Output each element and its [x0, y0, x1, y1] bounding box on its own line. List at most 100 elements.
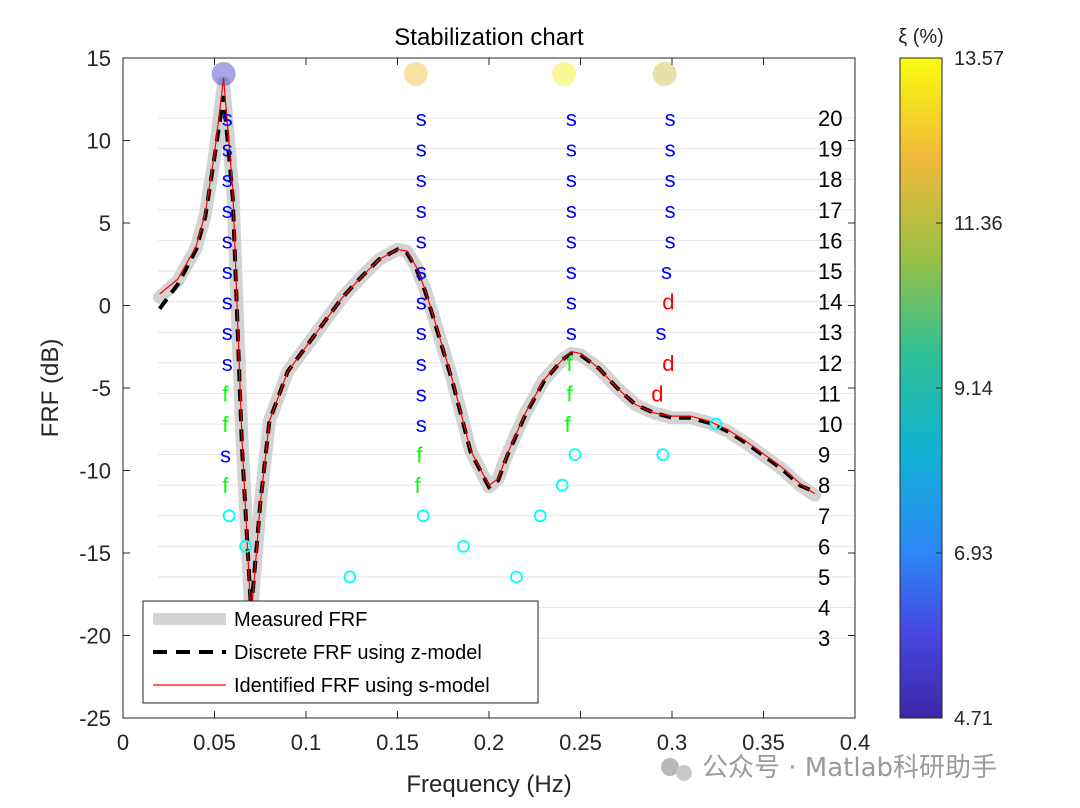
- stability-mark: s: [416, 412, 427, 437]
- unstable-pole-mark: [343, 570, 357, 584]
- y-tick-label: 0: [99, 294, 111, 319]
- stability-mark: d: [662, 290, 674, 315]
- mode-marker: [652, 62, 677, 86]
- x-tick-label: 0.2: [474, 730, 505, 755]
- unstable-pole-mark: [656, 448, 670, 462]
- y-axis-label: FRF (dB): [37, 339, 64, 438]
- colorbar-tick-label: 4.71: [954, 708, 993, 730]
- order-label: 11: [818, 381, 841, 406]
- x-axis: 0 0.05 0.1 0.15 0.2 0.25 0.3 0.35 0.4: [117, 58, 870, 755]
- stability-mark: s: [222, 228, 233, 253]
- legend-entry-z-model: Discrete FRF using z-model: [234, 642, 482, 664]
- order-label: 4: [818, 596, 830, 621]
- order-label: 10: [818, 412, 842, 437]
- stability-mark: s: [416, 228, 427, 253]
- stability-mark: s: [566, 320, 577, 345]
- unstable-pole-mark: [709, 417, 723, 431]
- stability-mark: f: [415, 473, 422, 498]
- order-label: 5: [818, 565, 830, 590]
- order-label: 17: [818, 198, 842, 223]
- order-label: 6: [818, 534, 830, 559]
- stability-mark: d: [662, 351, 674, 376]
- series-layer: [153, 76, 822, 626]
- legend-entry-s-model: Identified FRF using s-model: [234, 675, 490, 697]
- unstable-pole-mark: [456, 540, 470, 553]
- y-tick-label: 10: [87, 129, 111, 154]
- unstable-pole-mark: [510, 570, 523, 584]
- colorbar-tick-label: 6.93: [954, 543, 993, 565]
- stability-mark: s: [416, 198, 427, 223]
- x-tick-label: 0.4: [840, 730, 871, 755]
- y-tick-label: -20: [79, 624, 111, 649]
- legend-entry-measured: Measured FRF: [234, 609, 367, 631]
- y-tick-label: -10: [79, 459, 111, 484]
- stability-mark: s: [566, 228, 577, 253]
- colorbar-gradient: [899, 57, 943, 719]
- colorbar-ticks: 13.57 11.36 9.14 6.93 4.71: [936, 48, 1004, 730]
- colorbar-tick-label: 11.36: [954, 213, 1003, 235]
- y-tick-label: 15: [87, 46, 111, 71]
- watermark-text: 公众号 · Matlab科研助手: [702, 753, 997, 783]
- stability-mark: s: [416, 381, 427, 406]
- wechat-icon-bubble: [676, 765, 692, 781]
- stability-mark: s: [661, 259, 672, 284]
- order-label: 13: [818, 320, 842, 345]
- stability-mark: s: [222, 320, 233, 345]
- order-label: 9: [818, 443, 830, 468]
- mode-marker: [211, 62, 236, 86]
- stability-mark: s: [665, 106, 676, 131]
- colorbar-tick-label: 9.14: [954, 378, 993, 400]
- x-tick-label: 0.35: [742, 730, 785, 755]
- stability-mark: s: [566, 290, 577, 315]
- stability-mark: s: [665, 198, 676, 223]
- series-line: [159, 77, 816, 620]
- y-tick-label: -15: [79, 541, 111, 566]
- colorbar-label: ξ (%): [898, 26, 944, 48]
- stability-mark: f: [222, 473, 229, 498]
- unstable-pole-mark: [555, 478, 569, 492]
- stability-mark: s: [416, 351, 427, 376]
- order-label: 20: [818, 106, 842, 131]
- stability-mark: s: [222, 290, 233, 315]
- stability-mark: f: [566, 351, 573, 376]
- stability-mark: s: [656, 320, 667, 345]
- stability-mark: s: [222, 106, 233, 131]
- stability-mark: s: [416, 290, 427, 315]
- legend: Measured FRF Discrete FRF using z-model …: [142, 600, 539, 704]
- order-labels: 3 4 5 6 7 8 9 10 11 12 13 14 15 16 17 18 19 20: [818, 106, 842, 651]
- y-tick-label: -25: [79, 706, 111, 731]
- stability-mark: s: [416, 167, 427, 192]
- watermark: 公众号 · Matlab科研助手: [661, 753, 997, 783]
- stability-marks: s s s ss s s ss s s ss s s ss s s ss s s ss s s ds s s ss s f df s f d…: [220, 106, 723, 584]
- order-label: 14: [818, 290, 842, 315]
- order-label: 3: [818, 626, 830, 651]
- stability-mark: s: [665, 167, 676, 192]
- x-axis-label: Frequency (Hz): [406, 771, 571, 798]
- x-tick-label: 0: [117, 730, 129, 755]
- unstable-pole-mark: [222, 509, 236, 523]
- stability-mark: s: [566, 167, 577, 192]
- identified-modes: [211, 62, 677, 86]
- unstable-pole-mark: [416, 509, 430, 523]
- unstable-pole-mark: [239, 540, 253, 553]
- unstable-pole-mark: [568, 448, 582, 462]
- stability-mark: f: [222, 381, 229, 406]
- order-label: 19: [818, 137, 842, 162]
- chart-title: Stabilization chart: [394, 24, 584, 51]
- stability-mark: s: [665, 228, 676, 253]
- x-tick-label: 0.25: [559, 730, 602, 755]
- x-tick-label: 0.3: [657, 730, 688, 755]
- unstable-pole-mark: [533, 509, 547, 523]
- stability-mark: s: [416, 320, 427, 345]
- stability-mark: f: [565, 412, 572, 437]
- stability-mark: f: [416, 443, 423, 468]
- y-axis: 15 10 5 0 -5 -10 -15 -20 -25: [79, 46, 855, 731]
- stability-mark: s: [566, 106, 577, 131]
- order-label: 7: [818, 504, 830, 529]
- order-label: 18: [818, 167, 842, 192]
- stability-mark: s: [222, 198, 233, 223]
- stability-mark: s: [416, 137, 427, 162]
- stability-mark: s: [222, 167, 233, 192]
- stability-mark: s: [566, 137, 577, 162]
